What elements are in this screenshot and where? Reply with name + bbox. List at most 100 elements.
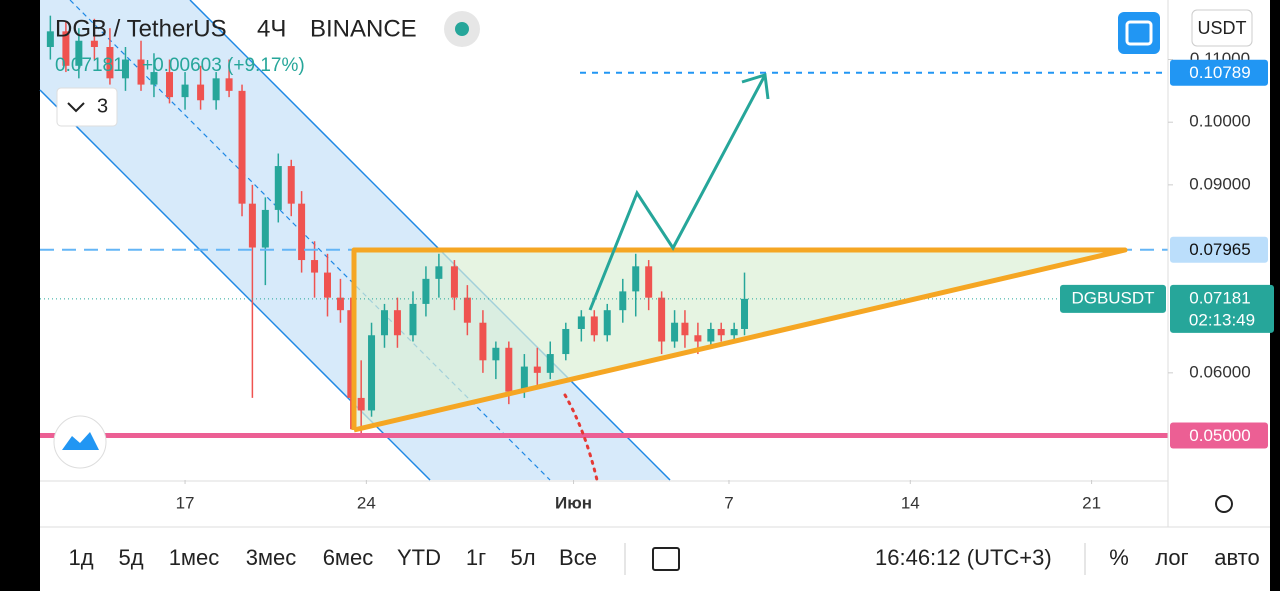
candle-body bbox=[450, 266, 458, 298]
candle-body bbox=[274, 166, 282, 210]
last-price-box bbox=[1170, 284, 1274, 333]
candle-body bbox=[368, 335, 376, 411]
channel-line bbox=[189, 0, 671, 481]
candle-body bbox=[261, 209, 269, 248]
toolbar: 1д 5д 1мес 3мес 6мес YTD 1г 5л Все 16:46:12 (UTC… bbox=[40, 495, 1270, 591]
candle-body bbox=[380, 310, 388, 336]
candle-body bbox=[90, 40, 98, 47]
y-tick-label: 0.09000 bbox=[1189, 174, 1250, 193]
candle-body bbox=[590, 316, 598, 336]
level-box bbox=[1170, 59, 1268, 86]
candle-body bbox=[603, 310, 611, 336]
candle-body bbox=[298, 203, 306, 261]
chevron bbox=[67, 102, 85, 113]
x-tick-label: 21 bbox=[1082, 493, 1101, 512]
candle-body bbox=[238, 90, 246, 204]
clock: 16:46:12 (UTC+3) bbox=[875, 545, 1052, 570]
candle-body bbox=[287, 166, 295, 204]
level-box bbox=[1170, 236, 1268, 263]
log-toggle[interactable]: лог bbox=[1155, 545, 1188, 570]
candle-body bbox=[671, 322, 679, 342]
symbol: DGB / TetherUS bbox=[55, 15, 227, 42]
candle-body bbox=[62, 31, 70, 66]
range-button[interactable]: Все bbox=[559, 545, 597, 570]
price-change: +0.00603 (+9.17%) bbox=[142, 55, 305, 76]
range-button[interactable]: 1д bbox=[68, 545, 93, 570]
candle-body bbox=[632, 266, 640, 292]
candle-body bbox=[577, 316, 585, 329]
ranges: 1д 5д 1мес 3мес 6мес YTD 1г 5л Все bbox=[68, 545, 597, 570]
countdown: 02:13:49 bbox=[1189, 310, 1255, 329]
level-label: 0.07965 bbox=[1189, 240, 1250, 259]
candle-body bbox=[137, 59, 145, 85]
candle-body bbox=[546, 354, 554, 373]
candle-body bbox=[46, 31, 54, 47]
candle-body bbox=[197, 84, 205, 101]
candle-body bbox=[181, 84, 189, 98]
candle-body bbox=[409, 303, 417, 336]
level-box bbox=[1170, 422, 1268, 449]
range-button[interactable]: 1мес bbox=[169, 545, 220, 570]
candle-body bbox=[717, 328, 725, 336]
range-button[interactable]: 1г bbox=[466, 545, 486, 570]
range-button[interactable]: 5л bbox=[510, 545, 535, 570]
drawings-top bbox=[53, 73, 1128, 482]
y-tick-label: 0.10000 bbox=[1189, 112, 1250, 131]
symbol-box bbox=[1060, 284, 1166, 313]
auto-toggle[interactable]: авто bbox=[1214, 545, 1260, 570]
candle-body bbox=[741, 298, 749, 329]
candle-body bbox=[422, 278, 430, 304]
candle-body bbox=[336, 297, 344, 311]
x-tick-label: 14 bbox=[901, 493, 920, 512]
range-button[interactable]: 5д bbox=[118, 545, 143, 570]
candle-body bbox=[311, 260, 319, 273]
last-price: 0.07181 bbox=[55, 55, 124, 76]
status-dot bbox=[455, 22, 469, 36]
x-tick-label: Июн bbox=[555, 493, 592, 512]
logo bbox=[53, 415, 107, 469]
candle-body bbox=[75, 40, 83, 66]
range-button[interactable]: YTD bbox=[397, 545, 441, 570]
candle-body bbox=[707, 328, 715, 342]
dotted-path bbox=[563, 393, 599, 482]
candle-body bbox=[166, 72, 174, 98]
candle-body bbox=[150, 72, 158, 85]
indicators-button[interactable] bbox=[56, 87, 118, 127]
candle-body bbox=[324, 272, 332, 298]
range-button[interactable]: 6мес bbox=[323, 545, 374, 570]
candle-body bbox=[121, 59, 129, 79]
compare-icon[interactable] bbox=[652, 547, 680, 571]
candle-body bbox=[212, 78, 220, 101]
x-tick-label: 17 bbox=[176, 493, 195, 512]
exchange: BINANCE bbox=[310, 15, 417, 42]
candle-body bbox=[619, 291, 627, 311]
candle-body bbox=[347, 310, 355, 398]
fullscreen-button[interactable] bbox=[1118, 12, 1160, 54]
candle-body bbox=[694, 335, 702, 342]
candle-body bbox=[393, 310, 401, 336]
candle-body bbox=[492, 347, 500, 361]
range-button[interactable]: 3мес bbox=[246, 545, 297, 570]
arrow bbox=[588, 74, 767, 311]
indicators-count: 3 bbox=[97, 95, 108, 117]
percent-toggle[interactable]: % bbox=[1109, 545, 1129, 570]
triangle bbox=[351, 247, 1128, 433]
candle-body bbox=[463, 297, 471, 323]
y-tick-label: 0.06000 bbox=[1189, 362, 1250, 381]
settings-icon[interactable] bbox=[1215, 495, 1233, 513]
candle-body bbox=[645, 266, 653, 298]
candle-body bbox=[505, 347, 513, 392]
candle-body bbox=[435, 266, 443, 279]
currency-button[interactable] bbox=[1191, 9, 1253, 47]
toolbar-bg bbox=[40, 528, 1270, 591]
last-price-label: 0.07181 bbox=[1189, 288, 1250, 307]
candle-body bbox=[533, 366, 541, 373]
candle-body bbox=[479, 322, 487, 361]
fullscreen-icon bbox=[1125, 20, 1153, 46]
level-label: 0.10789 bbox=[1189, 63, 1250, 82]
x-tick-label: 7 bbox=[724, 493, 733, 512]
header: DGB / TetherUS 4Ч BINANCE 0.07181 +0.006… bbox=[55, 9, 1253, 127]
candle-body bbox=[520, 366, 528, 392]
